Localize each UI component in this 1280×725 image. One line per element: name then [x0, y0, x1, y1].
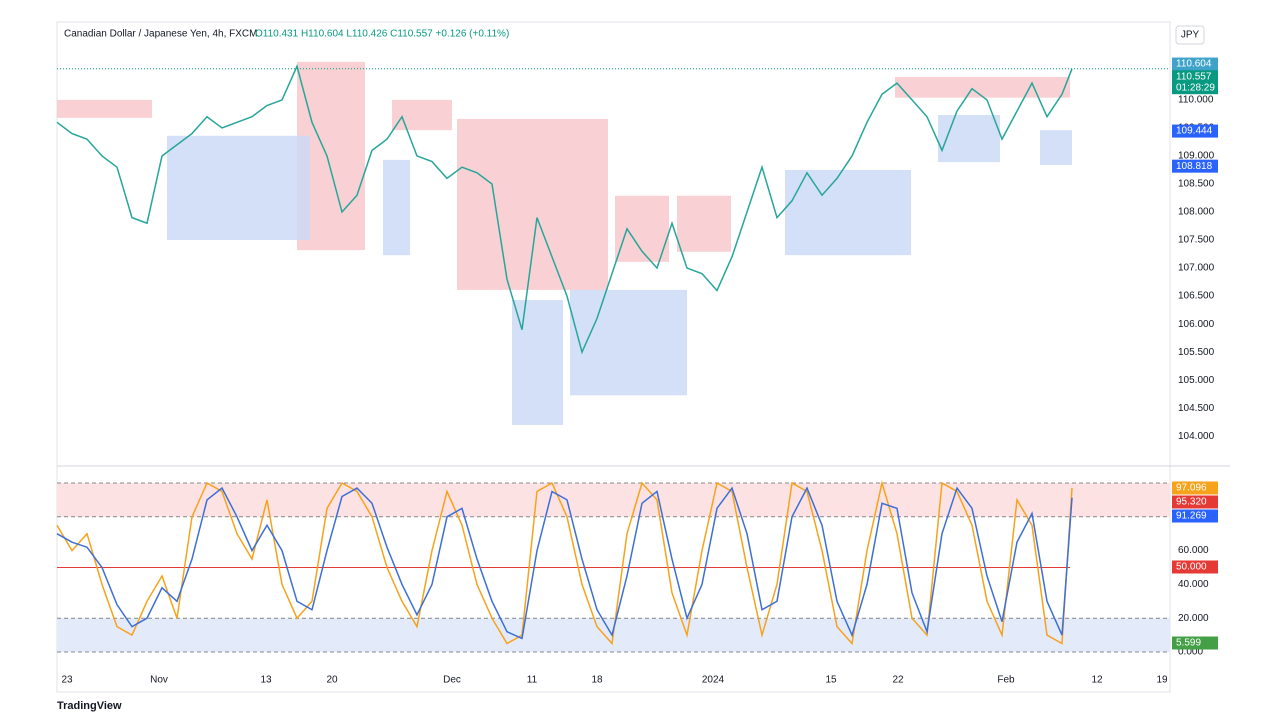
zone	[677, 195, 731, 252]
zone	[457, 118, 608, 290]
y-tick-label: 108.000	[1178, 207, 1215, 218]
axis-badge-label: 110.604	[1176, 59, 1212, 70]
axis-badge	[1172, 159, 1218, 173]
axis-badge	[1172, 70, 1218, 95]
y-tick-label: 110.000	[1178, 95, 1214, 106]
y-tick-label: 107.500	[1178, 235, 1215, 246]
x-tick-label: 15	[825, 675, 837, 686]
axis-badge-label: 110.557	[1176, 71, 1212, 82]
axis-badge-label: 95.320	[1176, 497, 1207, 508]
series-line	[56, 64, 1073, 355]
y-tick-label: 20.000	[1178, 613, 1209, 624]
zone	[392, 99, 452, 131]
axis-badge-label: 5.599	[1176, 638, 1201, 649]
axis-badge	[1172, 636, 1218, 650]
zone	[1040, 130, 1072, 165]
y-tick-label: 104.000	[1178, 431, 1215, 442]
y-tick-label: 40.000	[1178, 579, 1209, 590]
y-tick-label: 105.500	[1178, 347, 1215, 358]
axis-badge	[1172, 481, 1218, 495]
y-tick-label: 109.000	[1178, 151, 1215, 162]
axis-badge-label: 109.444	[1176, 126, 1213, 137]
frame	[56, 21, 1171, 693]
zone	[167, 135, 310, 241]
currency[interactable]: JPY	[1181, 30, 1200, 41]
x-tick-label: 13	[260, 675, 272, 686]
zone	[895, 76, 1070, 98]
zone	[785, 169, 911, 256]
x-tick-label: 19	[1156, 675, 1168, 686]
axis-badge-label: 97.096	[1176, 483, 1207, 494]
brand[interactable]: TradingView	[57, 700, 122, 712]
x-tick-label: 18	[591, 675, 603, 686]
zone	[57, 99, 152, 118]
symbol: Canadian Dollar / Japanese Yen, 4h, FXCM	[64, 29, 257, 40]
x-tick-label: 2024	[702, 675, 725, 686]
currency-button[interactable]	[1175, 25, 1205, 45]
zone	[938, 115, 1000, 163]
y-tick-label: 104.500	[1178, 403, 1215, 414]
x-tick-label: Dec	[443, 675, 461, 686]
y-tick-label: 105.000	[1178, 375, 1215, 386]
y-tick-label: 106.000	[1178, 319, 1215, 330]
zone	[512, 300, 563, 426]
countdown: 01:28:29	[1176, 82, 1215, 93]
x-tick-label: Feb	[997, 675, 1015, 686]
y-tick-label: 106.500	[1178, 291, 1215, 302]
zone	[383, 159, 410, 256]
series-line	[56, 480, 1073, 646]
axis-badge	[1172, 560, 1218, 574]
x-tick-label: 22	[892, 675, 904, 686]
x-tick-label: Nov	[150, 675, 168, 686]
axis-badge	[1172, 509, 1218, 523]
axis-badge	[1172, 57, 1218, 71]
y-tick-label: 60.000	[1178, 545, 1209, 556]
series-line	[56, 486, 1073, 640]
x-tick-label: 12	[1091, 675, 1103, 686]
axis-badge	[1172, 495, 1218, 509]
axis-badge	[1172, 124, 1218, 138]
y-tick-label: 107.000	[1178, 263, 1215, 274]
axis-badge-label: 108.818	[1176, 161, 1213, 172]
quote[interactable]: O110.431 H110.604 L110.426 C110.557 +0.1…	[255, 29, 509, 40]
axis-badge-label: 91.269	[1176, 511, 1207, 522]
y-tick-label: 0.000	[1178, 647, 1203, 658]
axis-badge-label: 50.000	[1176, 562, 1207, 573]
y-tick-label: 108.500	[1178, 179, 1215, 190]
x-tick-label: 23	[61, 675, 73, 686]
x-tick-label: 11	[527, 675, 538, 686]
x-tick-label: 20	[326, 675, 338, 686]
band	[57, 483, 1170, 517]
zone	[570, 289, 687, 396]
